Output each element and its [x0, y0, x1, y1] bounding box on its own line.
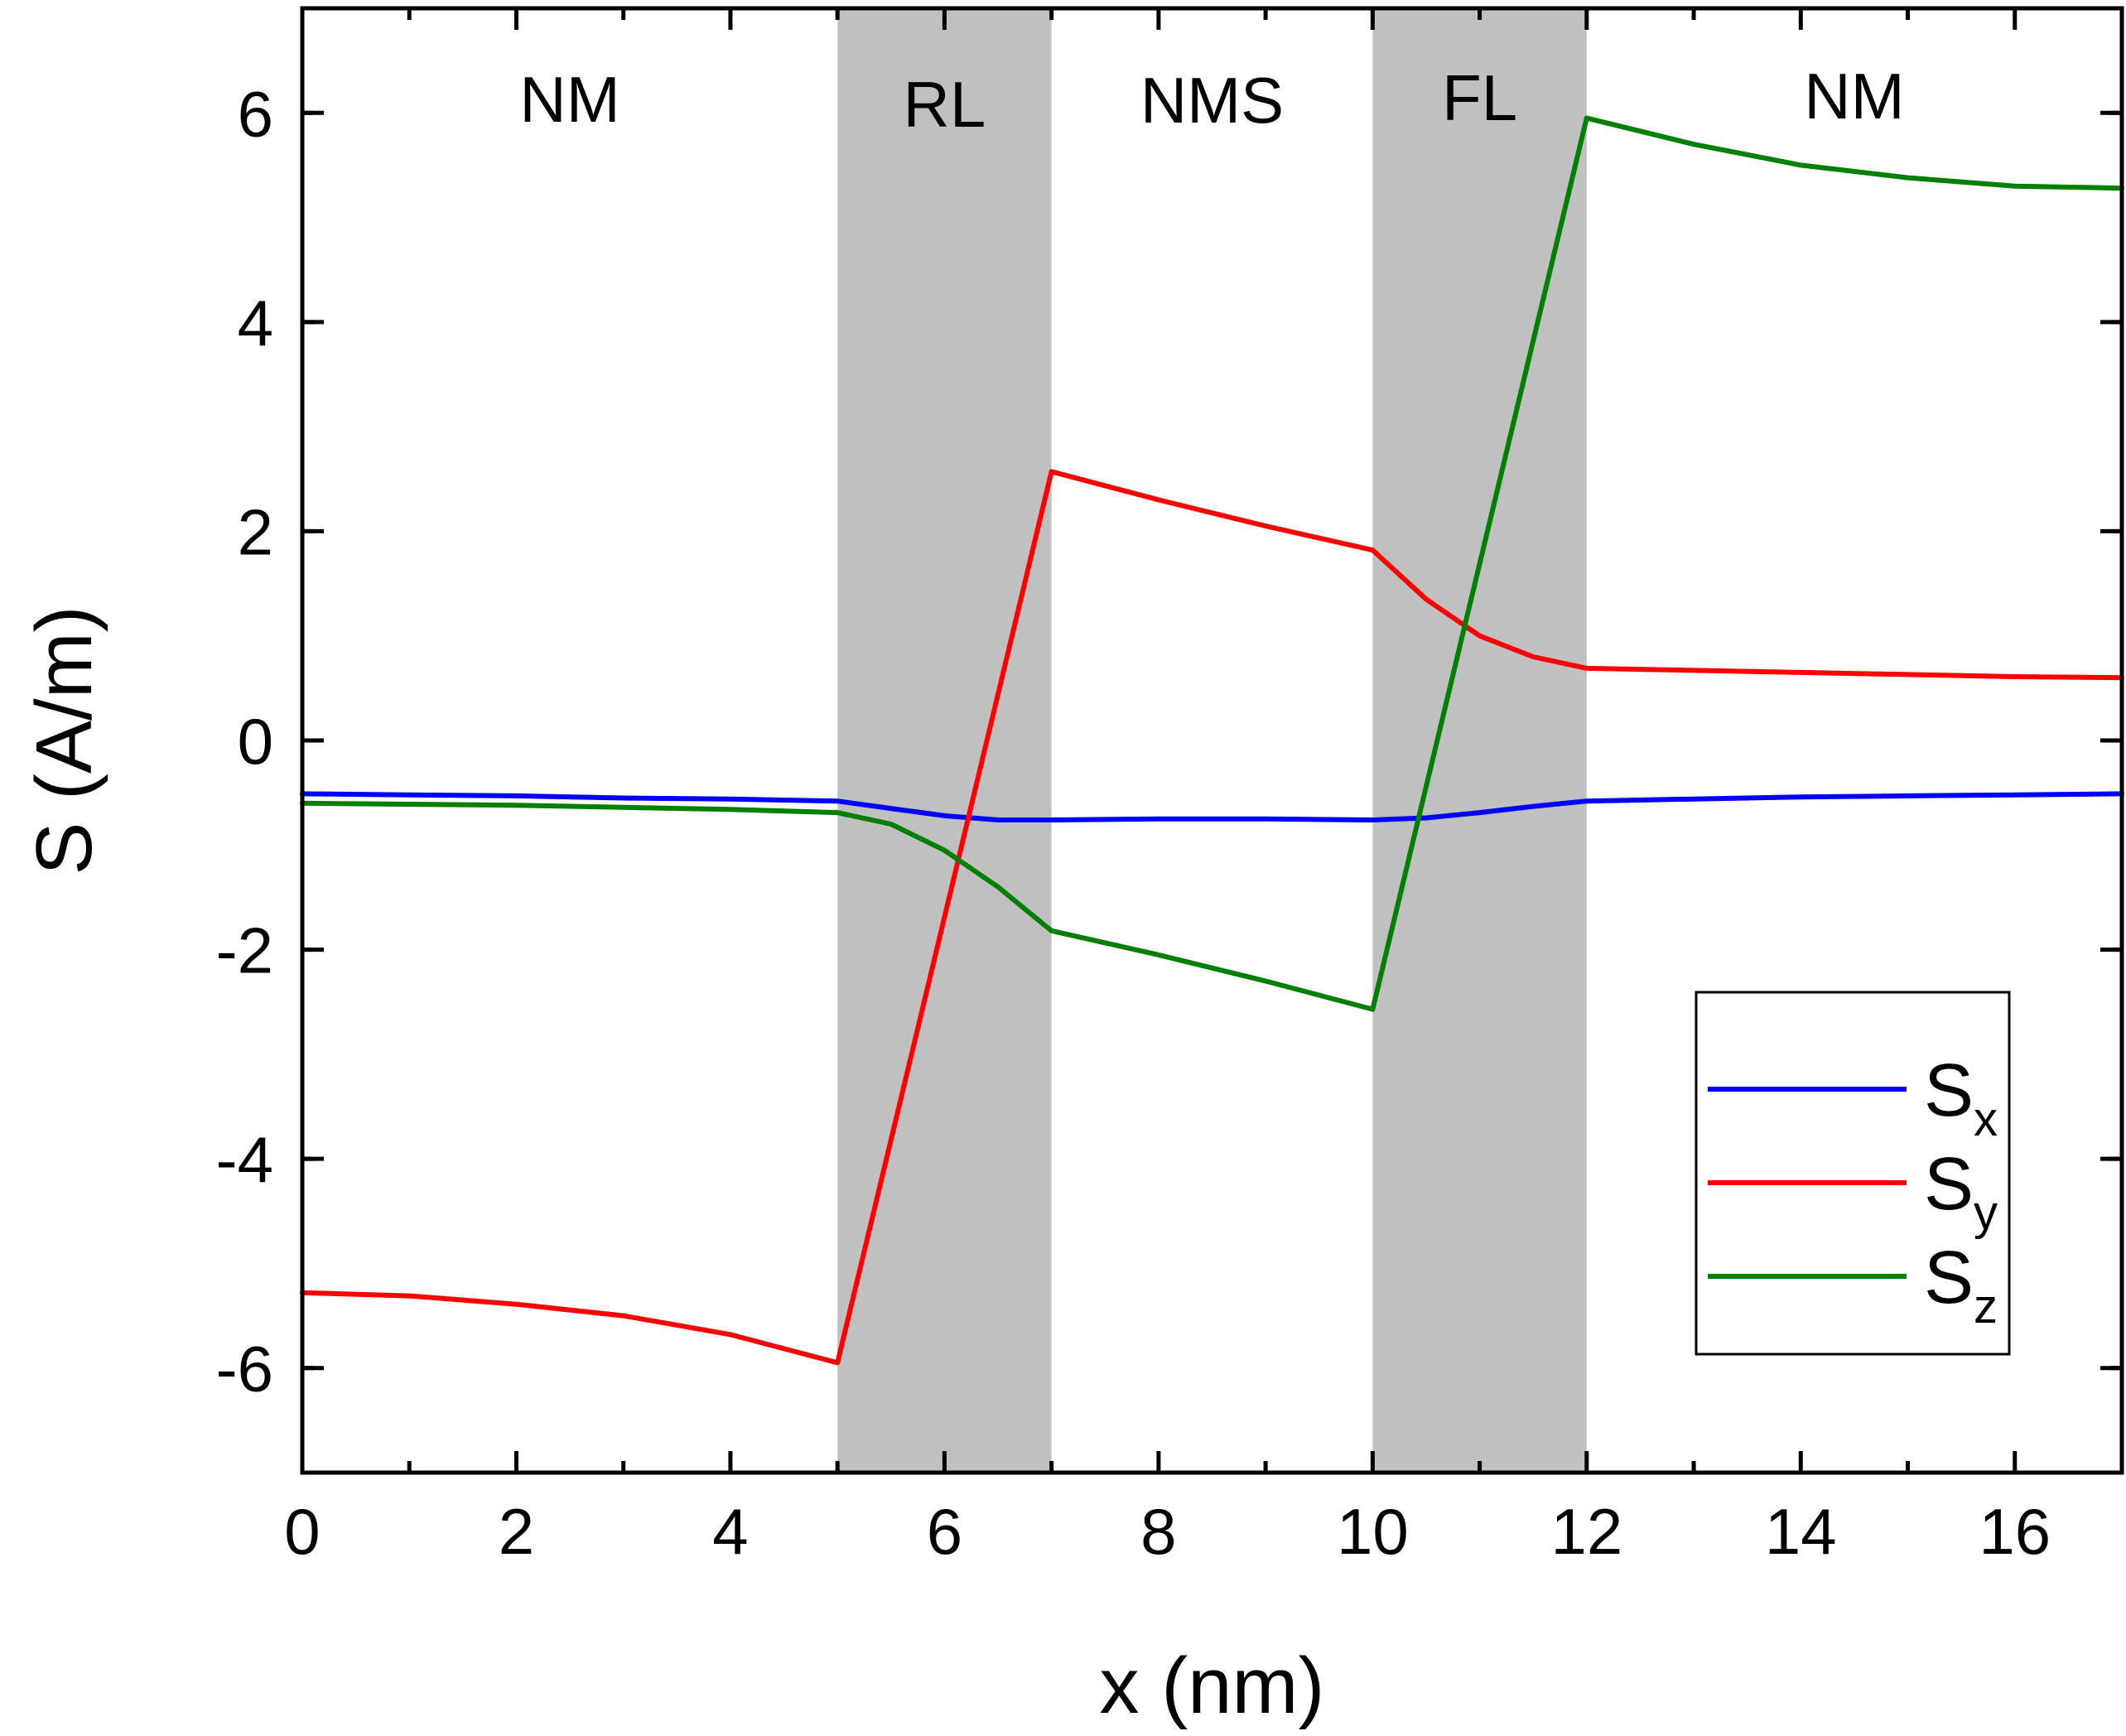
y-tick-label: -2: [216, 914, 273, 987]
x-tick-label: 2: [499, 1495, 534, 1568]
region-label-nm: NM: [1804, 60, 1904, 133]
x-tick-label: 8: [1140, 1495, 1176, 1568]
y-tick-label: -4: [216, 1123, 273, 1196]
x-tick-label: 10: [1337, 1495, 1409, 1568]
region-labels: NM RL NMS FL NM: [519, 60, 1904, 141]
series-line-y: [300, 469, 2124, 1366]
region-label-fl: FL: [1442, 61, 1517, 134]
region-fl-shade: [1372, 8, 1587, 1473]
data-series: [300, 115, 2124, 1366]
y-tick-label: -6: [216, 1333, 273, 1406]
x-axis-ticks: 0 2 4 6 8 10 12 14 16: [284, 8, 2051, 1568]
legend-label-y: Sy: [1924, 1143, 1998, 1240]
x-tick-label: 6: [927, 1495, 962, 1568]
x-axis-label: x (nm): [1100, 1642, 1325, 1730]
legend-label-subscript: z: [1974, 1280, 1998, 1333]
x-tick-label: 4: [712, 1495, 748, 1568]
series-line-x: [300, 791, 2124, 822]
legend-label-subscript: x: [1974, 1092, 1998, 1146]
region-rl-shade: [837, 8, 1052, 1473]
legend-label-z: Sz: [1924, 1237, 1998, 1333]
region-label-nm: NM: [519, 63, 619, 136]
legend-label-main: S: [1924, 1143, 1974, 1226]
region-label-rl: RL: [904, 68, 986, 141]
x-tick-label: 12: [1550, 1495, 1622, 1568]
legend-label-subscript: y: [1974, 1186, 1998, 1240]
x-tick-label: 0: [284, 1495, 320, 1568]
y-axis-label: S (A/m): [20, 605, 108, 875]
y-tick-label: 6: [238, 77, 273, 150]
x-tick-label: 16: [1979, 1495, 2051, 1568]
y-tick-label: 4: [238, 287, 273, 359]
x-tick-label: 14: [1765, 1495, 1837, 1568]
region-shading: [837, 8, 1587, 1473]
y-tick-label: 0: [238, 705, 273, 778]
y-axis-ticks: -6 -4 -2 0 2 4 6: [216, 77, 2122, 1406]
y-tick-label: 2: [238, 495, 273, 568]
series-line-z: [300, 115, 2124, 1012]
legend-box: [1695, 991, 2011, 1356]
legend-label-main: S: [1924, 1237, 1974, 1319]
legend-label-x: Sx: [1924, 1049, 1998, 1146]
legend-label-main: S: [1924, 1049, 1974, 1132]
region-label-nms: NMS: [1140, 64, 1284, 137]
